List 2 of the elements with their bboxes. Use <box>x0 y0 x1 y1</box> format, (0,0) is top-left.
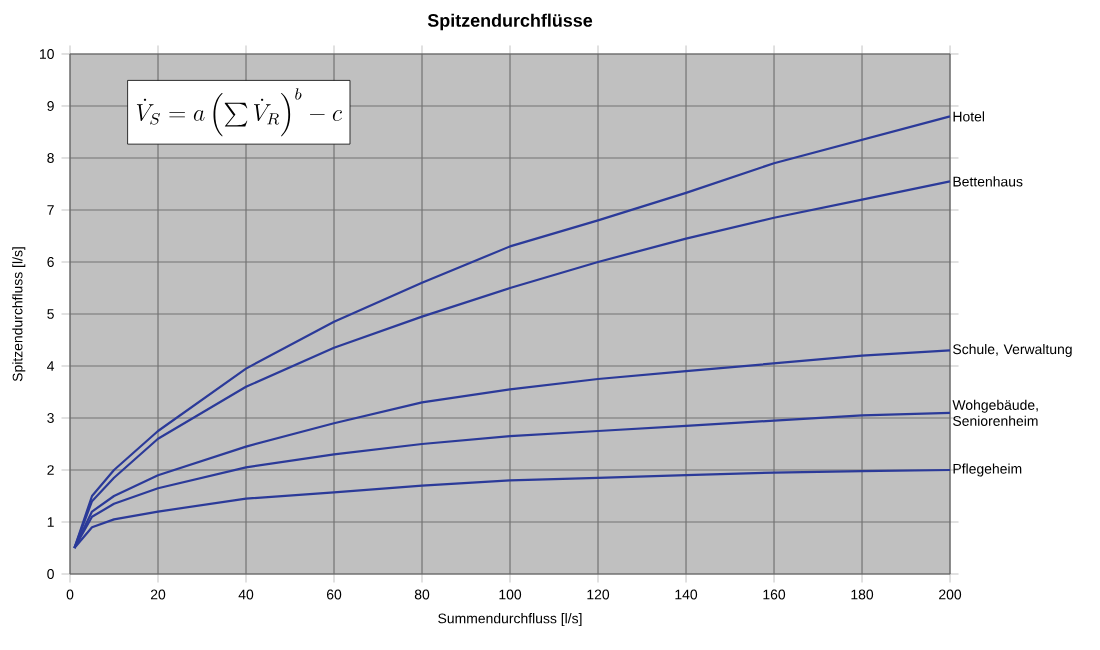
annotation: $\dot{V}_{S} = a\left(\sum \dot{V}_{R}\right)^{b} - c$ <box>136 88 342 137</box>
chart-title: Spitzendurchflüsse <box>427 13 593 31</box>
